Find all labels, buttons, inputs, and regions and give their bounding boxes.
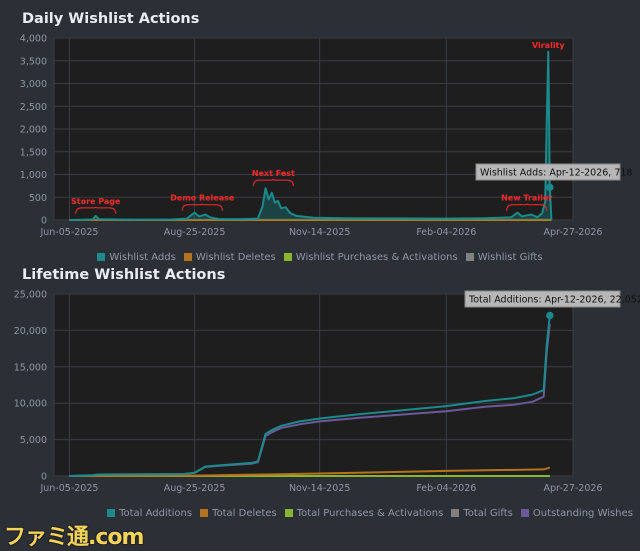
legend-label: Wishlist Purchases & Activations: [296, 252, 458, 263]
lifetime-plot-area: [54, 294, 573, 476]
lifetime-y-tick-label: 10,000: [14, 399, 47, 410]
lifetime-y-tick-label: 15,000: [14, 362, 47, 373]
legend-item-total-deletes[interactable]: Total Deletes: [200, 508, 277, 519]
legend-swatch: [107, 509, 115, 517]
legend-item-total-gifts[interactable]: Total Gifts: [451, 508, 513, 519]
legend-label: Total Deletes: [212, 508, 277, 519]
annotation-label: Store Page: [71, 197, 121, 206]
legend-swatch: [521, 509, 529, 517]
watermark-logo: ファミ通.com: [4, 519, 143, 551]
lifetime-chart-title: Lifetime Wishlist Actions: [22, 267, 225, 283]
daily-y-tick-label: 2,000: [20, 125, 47, 136]
lifetime-x-tick-label: Nov-14-2025: [289, 483, 350, 494]
daily-y-tick-label: 1,000: [20, 170, 47, 181]
daily-y-tick-label: 3,000: [20, 79, 47, 90]
legend-swatch: [200, 509, 208, 517]
legend-item-wishlist-purchases-activations[interactable]: Wishlist Purchases & Activations: [284, 252, 458, 263]
daily-x-tick-label: Aug-25-2025: [164, 227, 226, 238]
daily-tooltip-marker: [547, 184, 553, 190]
legend-label: Wishlist Deletes: [196, 252, 276, 263]
legend-swatch: [184, 253, 192, 261]
lifetime-x-tick-label: Jun-05-2025: [39, 483, 98, 494]
legend-swatch: [451, 509, 459, 517]
legend-item-total-purchases-activations[interactable]: Total Purchases & Activations: [285, 508, 444, 519]
daily-y-tick-label: 3,500: [20, 56, 47, 67]
legend-item-wishlist-adds[interactable]: Wishlist Adds: [97, 252, 175, 263]
lifetime-legend: Total Additions Total Deletes Total Purcha…: [0, 508, 640, 519]
daily-tooltip-text: Wishlist Adds: Apr-12-2026, 718: [480, 168, 632, 179]
lifetime-x-tick-label: Feb-04-2026: [416, 483, 476, 494]
legend-label: Wishlist Gifts: [478, 252, 543, 263]
daily-x-tick-label: Jun-05-2025: [39, 227, 98, 238]
lifetime-x-tick-label: Apr-27-2026: [544, 483, 603, 494]
legend-label: Total Additions: [119, 508, 192, 519]
daily-y-tick-label: 0: [41, 216, 47, 227]
legend-swatch: [97, 253, 105, 261]
legend-item-outstanding-wishes[interactable]: Outstanding Wishes: [521, 508, 633, 519]
legend-swatch: [285, 509, 293, 517]
annotation-label: Demo Release: [170, 194, 235, 203]
lifetime-tooltip-text: Total Additions: Apr-12-2026, 22,052: [468, 295, 640, 306]
daily-y-tick-label: 2,500: [20, 102, 47, 113]
daily-y-tick-label: 500: [29, 193, 47, 204]
legend-label: Total Gifts: [463, 508, 513, 519]
legend-swatch: [466, 253, 474, 261]
lifetime-tooltip-marker: [547, 312, 553, 318]
annotation-label: Virality: [532, 41, 565, 50]
legend-item-wishlist-gifts[interactable]: Wishlist Gifts: [466, 252, 543, 263]
lifetime-y-tick-label: 25,000: [14, 290, 47, 301]
lifetime-y-tick-label: 20,000: [14, 326, 47, 337]
legend-label: Outstanding Wishes: [533, 508, 633, 519]
daily-x-tick-label: Feb-04-2026: [416, 227, 476, 238]
daily-y-tick-label: 4,000: [20, 34, 47, 45]
daily-legend: Wishlist Adds Wishlist Deletes Wishlist Pu…: [0, 252, 640, 263]
legend-swatch: [284, 253, 292, 261]
legend-item-wishlist-deletes[interactable]: Wishlist Deletes: [184, 252, 276, 263]
daily-x-tick-label: Apr-27-2026: [544, 227, 603, 238]
annotation-label: New Trailer: [501, 194, 552, 203]
legend-item-total-additions[interactable]: Total Additions: [107, 508, 192, 519]
lifetime-y-tick-label: 5,000: [20, 435, 47, 446]
lifetime-x-tick-label: Aug-25-2025: [164, 483, 226, 494]
lifetime-y-tick-label: 0: [41, 472, 47, 483]
daily-chart-title: Daily Wishlist Actions: [22, 11, 199, 27]
daily-y-tick-label: 1,500: [20, 147, 47, 158]
daily-x-tick-label: Nov-14-2025: [289, 227, 350, 238]
legend-label: Total Purchases & Activations: [297, 508, 444, 519]
annotation-label: Next Fest: [252, 169, 295, 178]
legend-label: Wishlist Adds: [109, 252, 175, 263]
